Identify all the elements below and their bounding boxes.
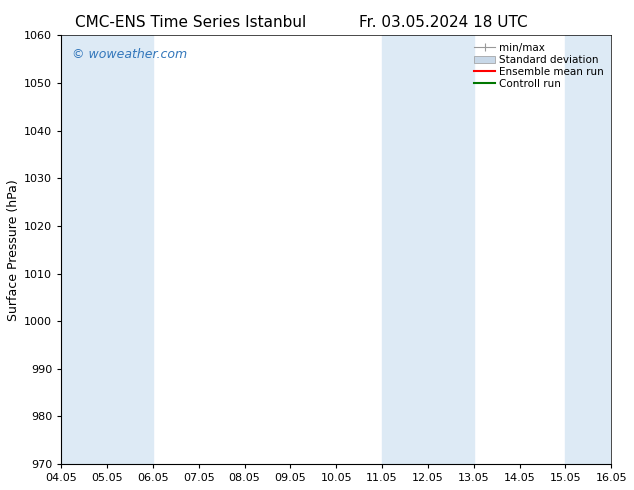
Bar xyxy=(566,35,611,464)
Y-axis label: Surface Pressure (hPa): Surface Pressure (hPa) xyxy=(7,179,20,320)
Bar xyxy=(61,35,153,464)
Bar xyxy=(382,35,474,464)
Text: CMC-ENS Time Series Istanbul: CMC-ENS Time Series Istanbul xyxy=(75,15,306,30)
Legend: min/max, Standard deviation, Ensemble mean run, Controll run: min/max, Standard deviation, Ensemble me… xyxy=(472,41,606,91)
Text: © woweather.com: © woweather.com xyxy=(72,49,188,61)
Text: Fr. 03.05.2024 18 UTC: Fr. 03.05.2024 18 UTC xyxy=(359,15,528,30)
